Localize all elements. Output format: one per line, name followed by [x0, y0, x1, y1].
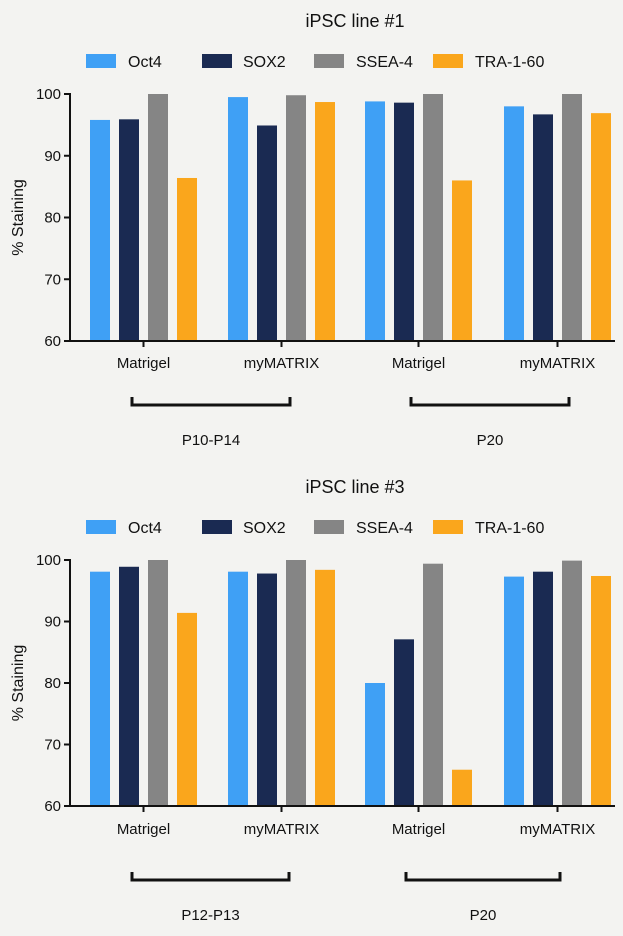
legend-swatch-tra-1-60 — [433, 520, 463, 534]
y-tick-label: 80 — [44, 210, 61, 227]
chart-title: iPSC line #3 — [305, 477, 404, 497]
bar-tra-1-60-4 — [591, 575, 611, 806]
bar-tra-1-60-2 — [315, 102, 335, 341]
bar-ssea-4-2 — [286, 560, 306, 806]
bar-ssea-4-1 — [148, 94, 168, 341]
bar-oct4-2 — [228, 97, 248, 342]
group-bracket — [130, 397, 292, 407]
y-tick-label: 90 — [44, 148, 61, 165]
bar-sox2-3 — [394, 639, 414, 806]
x-category-label: myMATRIX — [244, 355, 320, 372]
bar-tra-1-60-3 — [452, 769, 472, 806]
y-axis-label: % Staining — [10, 179, 27, 256]
group-bracket — [409, 397, 571, 407]
legend-label: SSEA-4 — [356, 54, 413, 71]
bar-oct4-3 — [365, 683, 385, 806]
legend-label: TRA-1-60 — [475, 520, 544, 537]
chart-title: iPSC line #1 — [305, 11, 404, 31]
legend-swatch-oct4 — [86, 54, 116, 68]
bar-oct4-3 — [365, 101, 385, 341]
x-category-label: Matrigel — [117, 355, 170, 372]
y-tick-label: 100 — [36, 86, 61, 103]
legend-label: SOX2 — [243, 520, 286, 537]
chart-2: iPSC line #3 Oct4 SOX2 SSEA-4 TRA-1-60 60 70 80… — [10, 477, 615, 924]
bar-oct4-4 — [504, 576, 524, 806]
y-tick-label: 80 — [44, 675, 61, 692]
bar-ssea-4-3 — [423, 563, 443, 806]
bar-sox2-4 — [533, 114, 553, 341]
group-label: P12-P13 — [181, 907, 239, 924]
bar-tra-1-60-1 — [177, 177, 197, 341]
legend-swatch-oct4 — [86, 520, 116, 534]
bar-sox2-3 — [394, 102, 414, 342]
y-tick-label: 90 — [44, 614, 61, 631]
legend-swatch-sox2 — [202, 520, 232, 534]
group-label: P10-P14 — [182, 432, 240, 449]
bar-oct4-1 — [90, 119, 110, 341]
y-tick-label: 60 — [44, 333, 61, 350]
group-bracket — [130, 872, 291, 882]
x-category-label: Matrigel — [392, 355, 445, 372]
bar-sox2-1 — [119, 566, 139, 806]
x-category-label: myMATRIX — [520, 355, 596, 372]
bar-sox2-1 — [119, 119, 139, 341]
bar-oct4-1 — [90, 571, 110, 806]
y-tick-label: 70 — [44, 737, 61, 754]
bar-tra-1-60-2 — [315, 569, 335, 806]
bar-ssea-4-1 — [148, 560, 168, 806]
legend-label: SSEA-4 — [356, 520, 413, 537]
x-category-label: myMATRIX — [520, 821, 596, 838]
legend-swatch-ssea-4 — [314, 54, 344, 68]
y-axis-label: % Staining — [10, 645, 27, 722]
x-category-label: Matrigel — [117, 821, 170, 838]
bar-sox2-2 — [257, 125, 277, 342]
bar-tra-1-60-3 — [452, 180, 472, 341]
legend-label: Oct4 — [128, 54, 162, 71]
group-label: P20 — [470, 907, 497, 924]
bar-sox2-2 — [257, 573, 277, 806]
y-tick-label: 70 — [44, 271, 61, 288]
legend-swatch-sox2 — [202, 54, 232, 68]
bar-ssea-4-4 — [562, 94, 582, 341]
y-tick-label: 60 — [44, 798, 61, 815]
bar-sox2-4 — [533, 571, 553, 806]
group-label: P20 — [477, 432, 504, 449]
bar-tra-1-60-1 — [177, 612, 197, 806]
bar-oct4-4 — [504, 106, 524, 341]
legend-swatch-ssea-4 — [314, 520, 344, 534]
bar-ssea-4-4 — [562, 560, 582, 806]
group-bracket — [404, 872, 562, 882]
bar-oct4-2 — [228, 571, 248, 806]
legend-label: TRA-1-60 — [475, 54, 544, 71]
chart-1: iPSC line #1 Oct4 SOX2 SSEA-4 TRA-1-60 60 70 80… — [10, 11, 615, 449]
legend-label: Oct4 — [128, 520, 162, 537]
bar-ssea-4-2 — [286, 95, 306, 341]
x-category-label: myMATRIX — [244, 821, 320, 838]
bar-tra-1-60-4 — [591, 113, 611, 341]
legend-swatch-tra-1-60 — [433, 54, 463, 68]
bar-ssea-4-3 — [423, 94, 443, 341]
x-category-label: Matrigel — [392, 821, 445, 838]
legend-label: SOX2 — [243, 54, 286, 71]
y-tick-label: 100 — [36, 552, 61, 569]
